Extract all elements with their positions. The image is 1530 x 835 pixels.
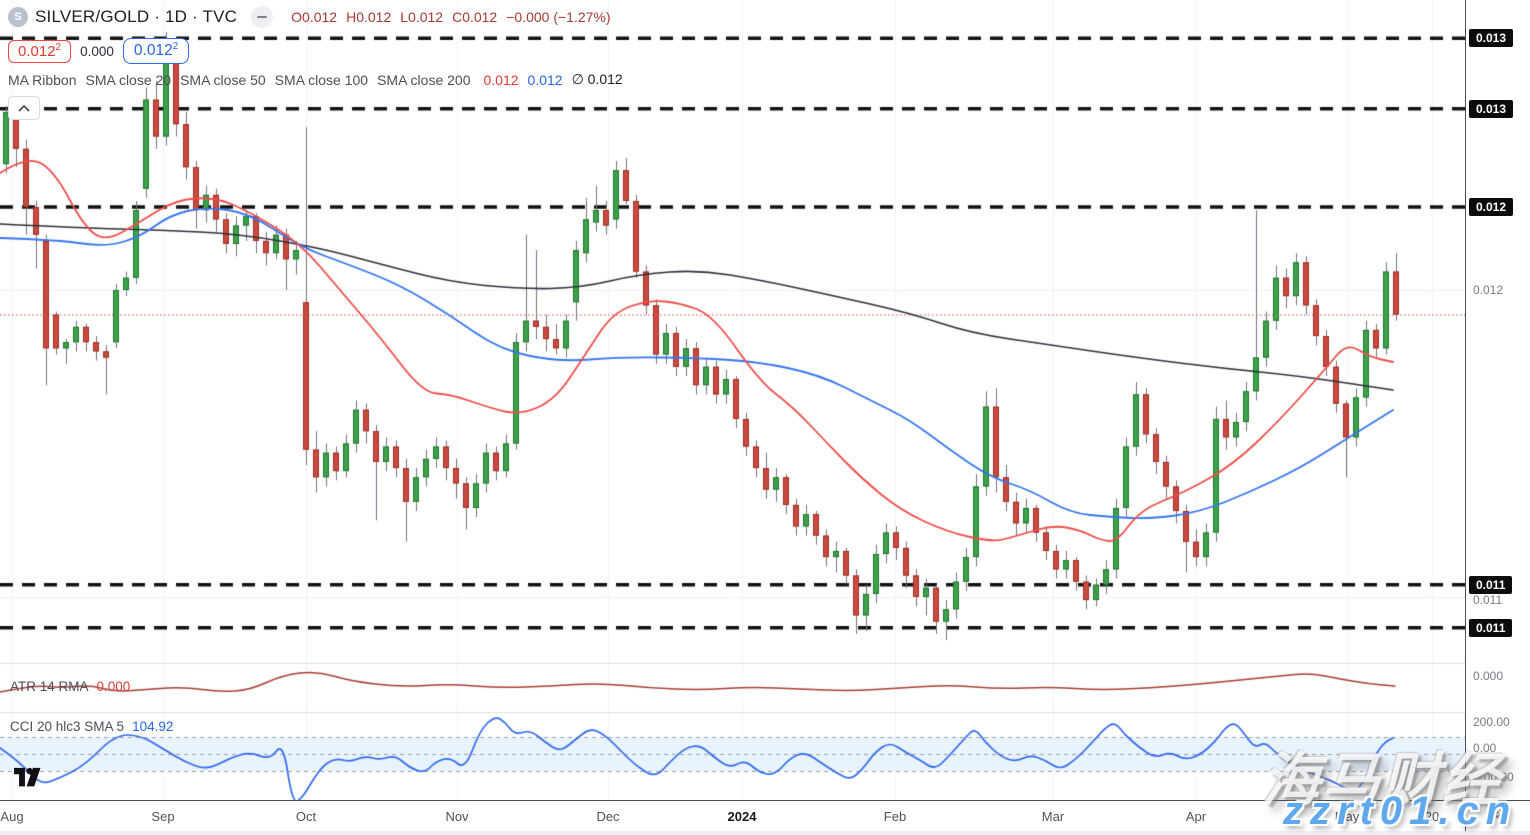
level-price-label[interactable]: 0.011 xyxy=(1469,575,1513,594)
gear-icon[interactable]: ⚙ xyxy=(1490,805,1505,822)
ma-ribbon-value-avg: ∅ 0.012 xyxy=(571,71,623,87)
ma-ribbon-sma20: SMA close 20 xyxy=(85,71,172,88)
time-axis-label: Dec xyxy=(596,809,620,824)
level-price-label[interactable]: 0.012 xyxy=(1469,198,1514,217)
tradingview-logo-icon xyxy=(14,767,41,787)
ma-ribbon-sma50: SMA close 50 xyxy=(180,71,266,88)
symbol-row: S SILVER/GOLD · 1D · TVC O0.012 H0.012 L… xyxy=(8,4,623,30)
minus-circle-icon[interactable] xyxy=(251,6,274,28)
low-value: L0.012 xyxy=(400,9,444,25)
price-tick-label: 200.00 xyxy=(1473,715,1510,729)
legend: S SILVER/GOLD · 1D · TVC O0.012 H0.012 L… xyxy=(8,4,623,120)
level-price-label[interactable]: 0.011 xyxy=(1469,618,1513,637)
ma-ribbon-value-fast: 0.012 xyxy=(483,71,519,88)
time-axis-label: May xyxy=(1334,809,1360,824)
collapse-legend-button[interactable] xyxy=(8,96,40,120)
time-axis-label: Feb xyxy=(883,809,907,824)
level-price-label[interactable]: 0.013 xyxy=(1469,99,1514,118)
bottom-edge-strip xyxy=(0,831,1530,835)
symbol-source-icon: S xyxy=(8,7,28,27)
time-axis-label: Apr xyxy=(1185,809,1207,824)
atr-legend[interactable]: ATR 14 RMA 0.000 xyxy=(10,679,130,694)
tradingview-logo[interactable] xyxy=(14,766,46,795)
level-price-label[interactable]: 0.013 xyxy=(1469,29,1514,48)
open-value: O0.012 xyxy=(291,9,338,25)
price-tick-label: 0.000 xyxy=(1473,669,1504,683)
time-axis-label: Oct xyxy=(295,809,317,824)
price-tick-label: 0.012 xyxy=(1473,283,1504,297)
chart-canvas[interactable] xyxy=(0,0,1465,800)
atr-value: 0.000 xyxy=(96,679,131,694)
symbol-title[interactable]: SILVER/GOLD · 1D · TVC xyxy=(35,7,238,26)
time-axis-label: Sep xyxy=(151,809,175,824)
time-axis-label: Nov xyxy=(445,809,469,824)
cci-label: CCI 20 hlc3 SMA 5 xyxy=(10,719,125,734)
time-axis-label: 20 xyxy=(1424,809,1440,824)
ma-ribbon-value-slow: 0.012 xyxy=(527,71,563,88)
close-value: C0.012 xyxy=(452,9,498,25)
price-boxes-row: 0.0122 0.000 0.0122 xyxy=(8,37,623,65)
atr-label: ATR 14 RMA xyxy=(10,679,89,694)
ma-ribbon-title: MA Ribbon xyxy=(8,71,77,88)
ohlc-values: O0.012 H0.012 L0.012 C0.012 −0.000 (−1.2… xyxy=(291,9,610,25)
time-axis-label: Mar xyxy=(1041,809,1065,824)
price-box-middle: 0.000 xyxy=(80,43,114,59)
price-box-blue[interactable]: 0.0122 xyxy=(122,37,190,65)
cci-legend[interactable]: CCI 20 hlc3 SMA 5 104.92 xyxy=(10,719,173,734)
chevron-up-icon xyxy=(18,104,30,112)
price-tick-label: 0.00 xyxy=(1473,741,1497,755)
ma-ribbon-legend[interactable]: MA Ribbon SMA close 20 SMA close 50 SMA … xyxy=(8,71,623,88)
price-tick-label: -200.00 xyxy=(1473,770,1514,784)
change-value: −0.000 (−1.27%) xyxy=(506,9,611,25)
price-tick-label: 0.011 xyxy=(1473,593,1503,607)
time-axis[interactable]: ⚙ Aug Sep Oct Nov Dec 2024 Feb Mar Apr May 20 xyxy=(0,800,1530,835)
high-value: H0.012 xyxy=(346,9,392,25)
cci-value: 104.92 xyxy=(132,719,174,734)
axis-corner: ⚙ xyxy=(1465,801,1530,835)
time-axis-label: 2024 xyxy=(727,809,757,824)
time-axis-label: Aug xyxy=(0,809,24,824)
price-axis[interactable]: 0.012 0.011 0.000 200.00 0.00 -200.00 0.013 0.0… xyxy=(1465,0,1530,800)
price-box-red[interactable]: 0.0122 xyxy=(8,39,72,63)
ma-ribbon-sma100: SMA close 100 xyxy=(274,71,369,88)
ma-ribbon-sma200: SMA close 200 xyxy=(377,71,471,88)
